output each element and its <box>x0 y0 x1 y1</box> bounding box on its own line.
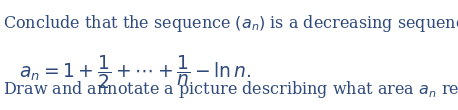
Text: $a_n = 1 + \dfrac{1}{2} + \cdots + \dfrac{1}{n} - \ln n.$: $a_n = 1 + \dfrac{1}{2} + \cdots + \dfra… <box>19 53 252 91</box>
Text: Conclude that the sequence $(a_n)$ is a decreasing sequence, where: Conclude that the sequence $(a_n)$ is a … <box>3 13 458 34</box>
Text: Draw and annotate a picture describing what area $a_n$ represents.$^1$: Draw and annotate a picture describing w… <box>3 79 458 101</box>
